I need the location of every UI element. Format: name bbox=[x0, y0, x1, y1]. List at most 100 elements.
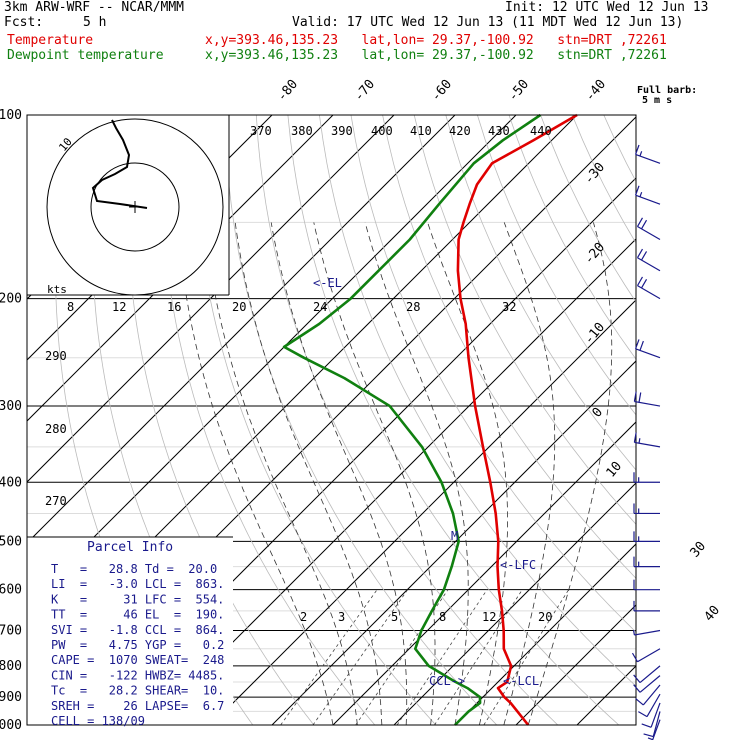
hodograph-units: kts bbox=[47, 283, 67, 296]
theta-label-290: 290 bbox=[45, 349, 67, 363]
temp-tick--60: -60 bbox=[429, 77, 456, 105]
wind-barb-tick bbox=[638, 392, 642, 403]
moist-adiabat bbox=[177, 222, 334, 725]
dry-adiabat bbox=[445, 115, 636, 471]
dry-adiabat bbox=[508, 115, 636, 360]
pressure-label-700: 700 bbox=[0, 624, 22, 639]
wind-barb-half-tick bbox=[638, 438, 641, 444]
wind-barb-staff bbox=[642, 684, 661, 706]
temp-tick--80: -80 bbox=[275, 77, 302, 105]
wind-barb-tick bbox=[635, 185, 640, 196]
parcel-info-row: K = 31 LFC = 554. bbox=[51, 592, 224, 606]
temp-tick--20: -20 bbox=[582, 240, 609, 268]
mixing-ratio-low-label-3: 3 bbox=[338, 610, 345, 624]
pressure-label-800: 800 bbox=[0, 659, 22, 674]
dewpoint-legend: Dewpoint temperature bbox=[7, 48, 164, 63]
dry-adiabat bbox=[192, 115, 437, 725]
moist-adiabat bbox=[234, 222, 383, 725]
isotherm bbox=[271, 360, 636, 725]
isotherm bbox=[27, 115, 456, 544]
mean-storm-marker: M bbox=[451, 529, 458, 543]
parcel-info-row: TT = 46 EL = 190. bbox=[51, 608, 224, 622]
theta-e-label-430: 430 bbox=[488, 124, 510, 138]
wind-barb-half-tick bbox=[639, 191, 643, 198]
theta-e-label-410: 410 bbox=[410, 124, 432, 138]
wind-barb-staff bbox=[646, 693, 661, 717]
parcel-info-row: CAPE = 1070 SWEAT= 248 bbox=[51, 653, 224, 667]
temp-tick--40: -40 bbox=[583, 77, 610, 105]
full-barb-units: 5 m s bbox=[642, 95, 672, 106]
pressure-label-1000: 1000 bbox=[0, 718, 22, 733]
temperature-profile bbox=[456, 113, 578, 726]
pressure-label-400: 400 bbox=[0, 475, 22, 490]
mixing-ratio-line bbox=[434, 589, 523, 725]
mixing-ratio-line bbox=[280, 589, 378, 725]
wind-barbs bbox=[631, 144, 661, 740]
temp-tick-0: 0 bbox=[590, 405, 607, 421]
wind-barb-staff bbox=[637, 648, 661, 663]
pressure-label-600: 600 bbox=[0, 583, 22, 598]
mixing-ratio-low-label-5: 5 bbox=[391, 610, 398, 624]
isotherm bbox=[454, 543, 636, 725]
temp-tick--50: -50 bbox=[506, 77, 533, 105]
theta-label-270: 270 bbox=[45, 494, 67, 508]
isotherm bbox=[149, 238, 636, 725]
mixing-ratio-label-12: 12 bbox=[112, 300, 126, 314]
dry-adiabat bbox=[603, 115, 636, 183]
parcel-info-row: T = 28.8 Td = 20.0 bbox=[51, 562, 217, 576]
wind-barb-tick bbox=[636, 276, 644, 286]
plot-area bbox=[27, 115, 740, 725]
pressure-label-100: 100 bbox=[0, 108, 22, 123]
moist-adiabat bbox=[270, 222, 408, 725]
wind-barb-tick bbox=[641, 723, 652, 728]
wind-barb-staff bbox=[634, 441, 661, 448]
dry-adiabat bbox=[319, 115, 636, 687]
temp-tick-10: 10 bbox=[604, 459, 626, 481]
wind-barb-staff bbox=[639, 675, 661, 693]
wind-barb-staff bbox=[634, 400, 661, 407]
wind-barb-tick bbox=[641, 279, 648, 289]
hodograph-ring-outer bbox=[46, 118, 224, 296]
wind-barb-staff bbox=[635, 153, 661, 164]
parcel-info-row: CELL = 138/09 bbox=[51, 714, 145, 728]
isotherm bbox=[27, 115, 334, 422]
wind-barb-tick bbox=[641, 251, 648, 261]
wind-barb-tick bbox=[635, 339, 640, 350]
dry-adiabat bbox=[413, 115, 636, 525]
dry-adiabat bbox=[730, 115, 740, 725]
pressure-label-200: 200 bbox=[0, 292, 22, 307]
theta-e-label-400: 400 bbox=[371, 124, 393, 138]
dry-adiabat bbox=[667, 115, 740, 725]
wind-barb-staff bbox=[650, 702, 661, 728]
wind-barb-staff bbox=[635, 194, 661, 205]
temperature-location: x,y=393.46,135.23 lat,lon= 29.37,-100.92… bbox=[205, 33, 667, 48]
el-marker: <-EL bbox=[313, 276, 342, 290]
wind-barb-tick bbox=[641, 219, 648, 230]
parcel-info-row: CIN = -122 HWBZ= 4485. bbox=[51, 668, 224, 682]
moist-adiabat bbox=[527, 222, 613, 725]
forecast-label: Fcst: bbox=[4, 15, 44, 30]
pressure-label-500: 500 bbox=[0, 534, 22, 549]
mixing-ratio-low-label-2: 2 bbox=[300, 610, 307, 624]
mixing-ratio-low-label-20: 20 bbox=[538, 610, 552, 624]
theta-e-label-420: 420 bbox=[449, 124, 471, 138]
lfc-marker: <-LFC bbox=[500, 558, 536, 572]
mixing-ratio-line bbox=[355, 589, 449, 725]
wind-barb-tick bbox=[633, 684, 641, 693]
wind-barb-tick bbox=[633, 391, 637, 402]
wind-barb-tick bbox=[631, 652, 639, 663]
parcel-info-panel bbox=[27, 537, 233, 725]
wind-barb-staff bbox=[635, 348, 661, 359]
dry-adiabat bbox=[635, 115, 636, 118]
isotherm bbox=[27, 115, 395, 483]
temp-tick--70: -70 bbox=[352, 77, 379, 105]
wind-barb-staff bbox=[637, 225, 661, 241]
temp-tick-40: 40 bbox=[702, 603, 724, 625]
isotherm bbox=[210, 299, 636, 725]
wind-barb-staff bbox=[639, 665, 661, 684]
moist-adiabat bbox=[313, 222, 436, 725]
model-title: 3km ARW-WRF -- NCAR/MMM bbox=[4, 0, 185, 15]
dry-adiabat bbox=[287, 115, 620, 725]
parcel-info-row: Tc = 28.2 SHEAR= 10. bbox=[51, 684, 224, 698]
